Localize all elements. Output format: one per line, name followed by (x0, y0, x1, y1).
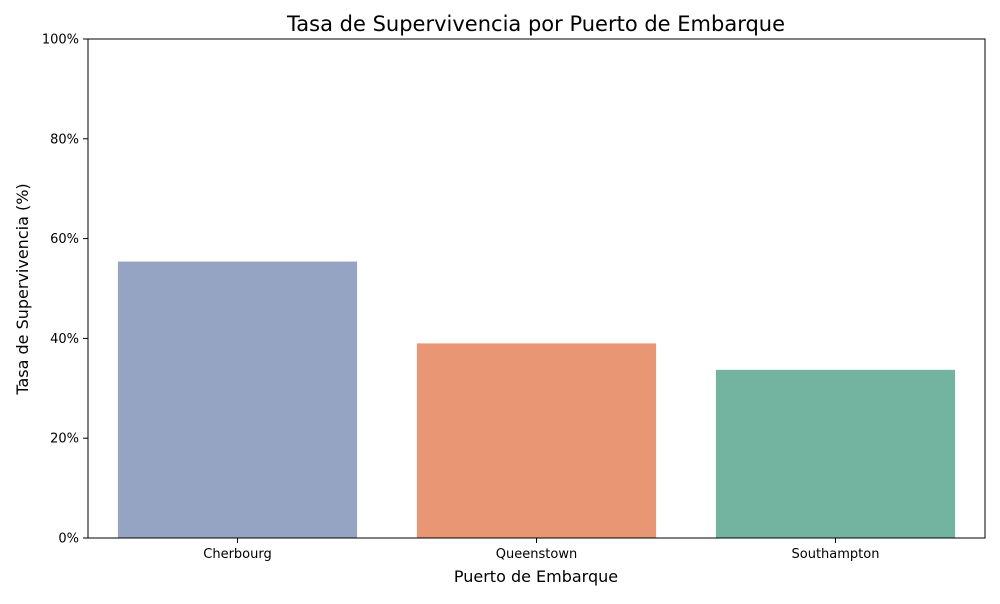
x-axis-label: Puerto de Embarque (454, 567, 618, 586)
y-tick-label: 80% (50, 132, 79, 147)
bar-queenstown (416, 343, 657, 538)
y-tick-label: 40% (50, 332, 79, 347)
bar-southampton (715, 369, 956, 538)
y-tick-label: 0% (58, 532, 79, 547)
y-tick-label: 20% (50, 432, 79, 447)
axis-ticks: 0% 20% 40% 60% 80% 100% Cherbourg Queenstown Sou… (42, 33, 880, 563)
x-tick-label: Cherbourg (203, 547, 271, 562)
bars (117, 261, 956, 538)
x-tick-label: Queenstown (496, 547, 577, 562)
x-tick-label: Southampton (792, 547, 880, 562)
plot-frame (87, 38, 986, 539)
y-tick-label: 60% (50, 232, 79, 247)
chart-title: Tasa de Supervivencia por Puerto de Emba… (286, 12, 785, 36)
y-tick-label: 100% (42, 33, 79, 48)
y-axis-label: Tasa de Supervivencia (%) (13, 183, 32, 395)
bar-cherbourg (117, 261, 358, 538)
